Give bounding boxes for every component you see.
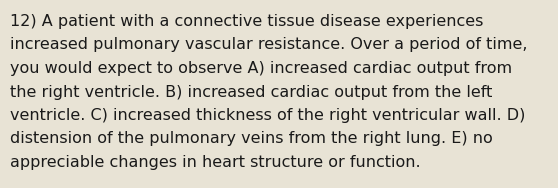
Text: the right ventricle. B) increased cardiac output from the left: the right ventricle. B) increased cardia… <box>10 84 492 99</box>
Text: ventricle. C) increased thickness of the right ventricular wall. D): ventricle. C) increased thickness of the… <box>10 108 526 123</box>
Text: 12) A patient with a connective tissue disease experiences: 12) A patient with a connective tissue d… <box>10 14 483 29</box>
Text: distension of the pulmonary veins from the right lung. E) no: distension of the pulmonary veins from t… <box>10 131 493 146</box>
Text: you would expect to observe A) increased cardiac output from: you would expect to observe A) increased… <box>10 61 512 76</box>
Text: increased pulmonary vascular resistance. Over a period of time,: increased pulmonary vascular resistance.… <box>10 37 527 52</box>
Text: appreciable changes in heart structure or function.: appreciable changes in heart structure o… <box>10 155 421 170</box>
